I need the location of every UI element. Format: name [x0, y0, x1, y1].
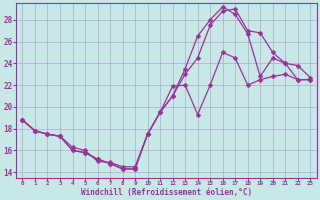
X-axis label: Windchill (Refroidissement éolien,°C): Windchill (Refroidissement éolien,°C)	[81, 188, 252, 197]
